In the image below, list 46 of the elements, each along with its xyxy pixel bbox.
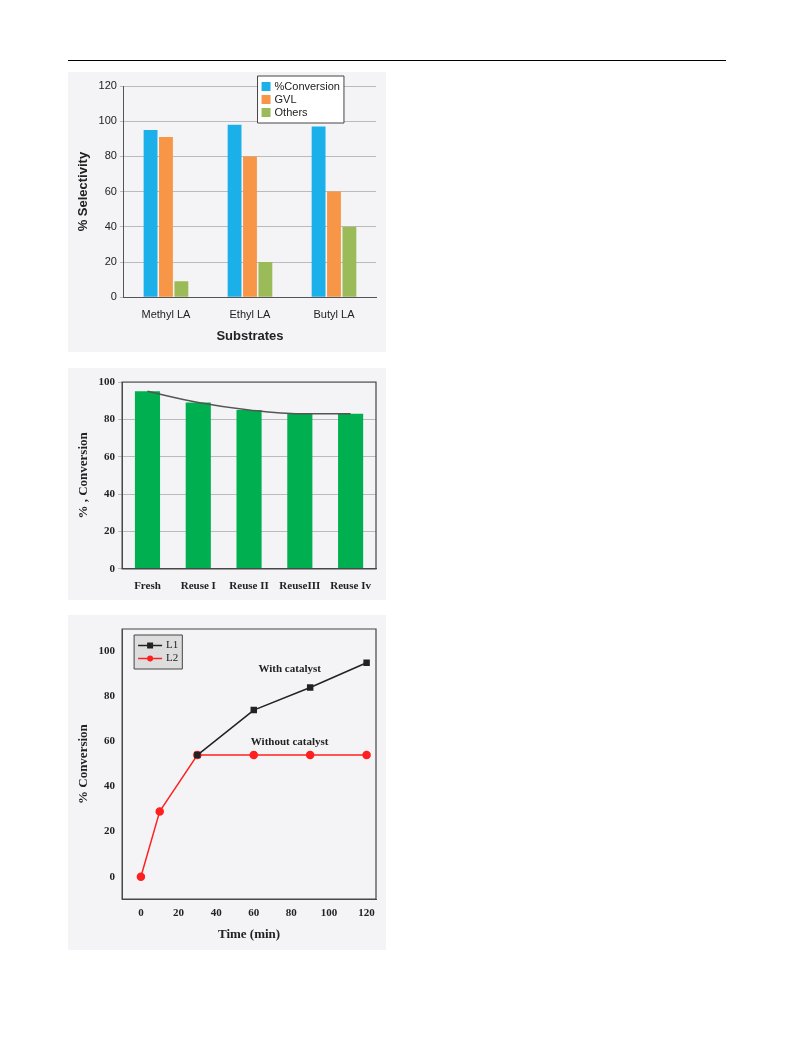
x-tick-label: Butyl LA [313,307,356,320]
y-tick-label: 60 [104,734,116,747]
y-tick-label: 60 [104,449,116,462]
legend-label: GVL [274,92,297,105]
y-tick-label: 100 [98,374,116,387]
y-tick-label: 40 [104,486,116,499]
legend-label: L2 [166,651,179,664]
x-tick-label: Reuse I [180,579,216,592]
x-tick-label: 80 [285,905,298,918]
x-axis-title: Substrates [216,327,284,343]
x-tick-label: 40 [210,905,223,918]
y-tick-label: 20 [104,524,116,537]
legend-label: L1 [166,638,179,651]
y-axis-title: % Conversion [75,723,91,805]
x-axis-title: Time (min) [217,925,281,941]
y-tick-label: 20 [104,824,116,837]
y-tick-label: 20 [104,255,117,268]
x-tick-label: Ethyl LA [229,307,272,320]
x-tick-label: 120 [358,905,376,918]
x-tick-label: Reuse II [229,579,269,592]
y-tick-label: 80 [104,149,117,162]
y-tick-label: 100 [98,114,117,127]
y-tick-label: 80 [104,689,116,702]
y-axis-title: % , Conversion [75,431,91,519]
y-tick-label: 100 [98,644,116,657]
x-tick-label: Reuse Iv [330,579,372,592]
y-tick-label: 80 [104,412,116,425]
y-tick-label: 60 [104,184,117,197]
y-tick-label: 0 [110,290,117,303]
x-tick-label: 60 [248,905,260,918]
x-tick-label: 20 [173,905,185,918]
x-tick-label: 0 [138,905,145,918]
annotation: With catalyst [258,662,322,675]
x-tick-label: Methyl LA [141,307,192,320]
y-tick-label: 40 [104,219,117,232]
y-tick-label: 120 [98,79,117,92]
x-tick-label: 100 [320,905,338,918]
y-tick-label: 0 [109,869,116,882]
annotation: Without catalyst [250,735,329,748]
y-axis-title: % Selectivity [75,151,91,232]
x-tick-label: ReuseIII [279,579,321,592]
legend-label: Others [274,105,309,118]
y-tick-label: 40 [104,779,116,792]
x-tick-label: Fresh [134,579,161,592]
legend-label: %Conversion [274,79,340,92]
y-tick-label: 0 [109,561,116,574]
